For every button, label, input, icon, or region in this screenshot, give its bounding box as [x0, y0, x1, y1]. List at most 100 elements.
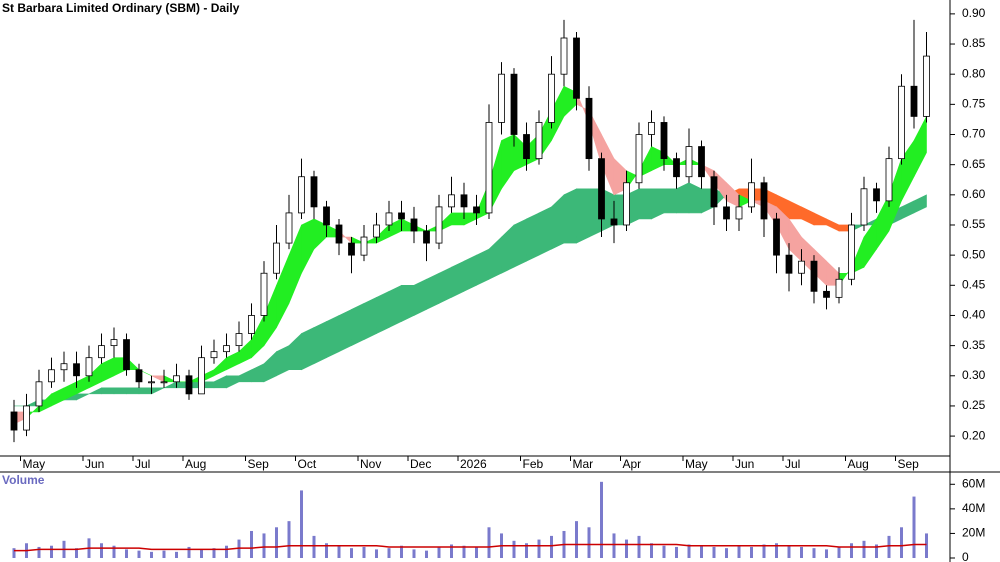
candle-body	[835, 278, 843, 298]
candle-body	[110, 339, 118, 347]
candle-body	[773, 218, 780, 256]
volume-bar	[100, 543, 103, 558]
candle-body	[148, 381, 155, 384]
candle-body	[473, 206, 480, 214]
volume-bar	[850, 543, 853, 558]
candle-body	[735, 206, 743, 220]
ribbon-segment	[538, 206, 552, 256]
candle-body	[398, 212, 405, 220]
candle-body	[260, 272, 268, 316]
candle-body	[273, 242, 280, 274]
volume-bar	[750, 546, 753, 558]
volume-bar	[812, 548, 816, 558]
y-tick-label: 0.65	[962, 157, 986, 171]
volume-bar	[50, 545, 53, 558]
volume-bar	[425, 550, 428, 558]
ribbon-segment	[413, 278, 427, 316]
candle-body	[648, 122, 655, 135]
candle-body	[523, 134, 530, 160]
volume-bar	[875, 544, 878, 558]
volume-bar	[137, 550, 141, 558]
volume-average	[14, 543, 927, 552]
candle-body	[98, 345, 105, 359]
y-tick-label: 0.40	[962, 308, 986, 322]
candle-body	[285, 212, 293, 244]
volume-bar	[837, 546, 841, 558]
volume-bar	[125, 549, 128, 558]
y-tick-label: 60M	[962, 476, 985, 490]
ribbon-segment	[663, 188, 677, 214]
candle-body	[673, 158, 680, 178]
candle-body	[235, 333, 243, 347]
volume-bar	[575, 521, 578, 558]
x-tick-label: Sep	[898, 457, 920, 471]
y-tick-label: 0.45	[962, 277, 986, 291]
y-tick-label: 20M	[962, 526, 985, 540]
x-tick-label: Jun	[735, 457, 754, 471]
candle-body	[198, 357, 205, 395]
y-tick-label: 0.85	[962, 36, 986, 50]
candle-body	[185, 375, 193, 395]
volume-bar	[262, 533, 266, 558]
ribbon-segment	[426, 272, 440, 310]
volume-bar	[725, 548, 728, 558]
volume-bar	[675, 546, 678, 558]
volume-bar	[600, 481, 603, 558]
x-tick-label: Jun	[85, 457, 104, 471]
candle-body	[48, 369, 55, 383]
chart-title: St Barbara Limited Ordinary (SBM) - Dail…	[2, 1, 240, 15]
x-tick-label: Mar	[573, 457, 594, 471]
candle-body	[760, 182, 768, 220]
x-tick-label: May	[685, 457, 708, 471]
y-tick-label: 0.70	[962, 127, 986, 141]
volume-bar	[825, 549, 828, 558]
candle-body	[860, 188, 868, 226]
candle-body	[123, 339, 130, 371]
candle-body	[785, 254, 793, 274]
x-tick-label: Jul	[785, 457, 800, 471]
volume-bar	[637, 535, 641, 558]
candle-body	[310, 176, 318, 208]
volume-bar	[250, 530, 253, 558]
candle-body	[848, 224, 855, 280]
ribbon-segment	[563, 188, 577, 244]
volume-bar	[362, 546, 366, 558]
ribbon-segment	[388, 284, 402, 329]
ribbon-segment	[638, 188, 652, 220]
ribbon-segment	[138, 387, 152, 395]
x-tick-label: Oct	[298, 457, 317, 471]
volume-bar	[412, 549, 416, 558]
candle-body	[723, 206, 730, 220]
ribbon-segment	[126, 387, 140, 395]
candle-body	[685, 146, 693, 178]
ribbon-segment	[451, 212, 465, 226]
volume-bar	[187, 546, 191, 558]
volume-bar	[537, 539, 541, 558]
candle-body	[460, 194, 468, 208]
ribbon-segment	[451, 260, 465, 298]
candle-body	[173, 375, 180, 383]
ribbon-segment	[526, 212, 540, 262]
volume-bar	[150, 551, 153, 558]
y-tick-label: 0.75	[962, 97, 986, 111]
volume-bar	[800, 546, 803, 558]
ribbon-segment	[913, 116, 927, 177]
candle-body	[610, 218, 618, 226]
candle-body	[135, 369, 143, 383]
candle-body	[810, 260, 818, 292]
volume-bar	[225, 545, 228, 558]
volume-bar	[312, 535, 316, 558]
candle-body	[248, 315, 255, 334]
candle-body	[223, 345, 230, 353]
candle-body	[335, 224, 343, 244]
volume-bar	[275, 527, 278, 558]
volume-bar	[162, 550, 166, 558]
volume-bar	[375, 549, 378, 558]
volume-bar	[712, 546, 716, 558]
ribbon-segment	[913, 194, 927, 214]
candle-body	[798, 260, 805, 274]
x-tick-label: May	[23, 457, 46, 471]
ribbon-segment	[363, 296, 377, 341]
ribbon-segment	[376, 290, 390, 335]
